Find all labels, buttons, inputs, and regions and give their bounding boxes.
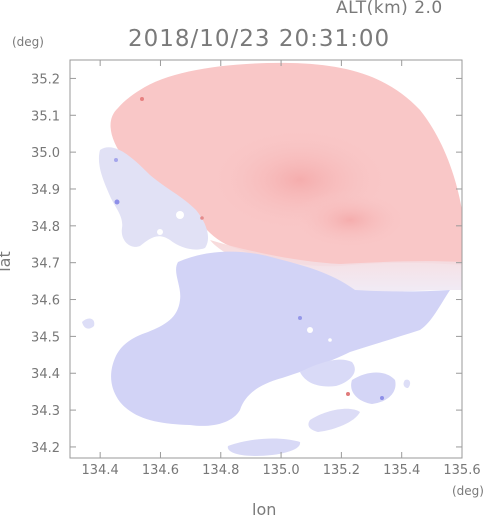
speckle [328, 338, 332, 342]
x-tick-label: 135.2 [323, 463, 360, 478]
altitude-label: ALT(km) 2.0 [336, 0, 443, 18]
y-tick-label: 34.2 [31, 441, 60, 456]
x-axis-label: lon [252, 500, 277, 519]
y-tick-label: 35.1 [31, 109, 60, 124]
y-tick-label: 35.2 [31, 72, 60, 87]
y-tick-label: 34.4 [31, 367, 60, 382]
plot-frame [69, 59, 463, 459]
transition-band [210, 240, 462, 296]
y-tick-label: 34.3 [31, 404, 60, 419]
positive-core [290, 190, 410, 250]
y-axis-unit: (deg) [12, 35, 44, 49]
speckle [298, 316, 302, 320]
speckle [114, 158, 118, 162]
timestamp-title: 2018/10/23 20:31:00 [128, 26, 391, 52]
y-tick-label: 34.7 [31, 257, 60, 272]
y-axis: 34.2 34.3 34.4 34.5 34.6 34.7 34.8 34.9 35.0 35.1… [31, 72, 462, 456]
y-tick-label: 34.9 [31, 183, 60, 198]
negative-region [82, 318, 95, 329]
negative-west [98, 147, 209, 250]
negative-region [351, 372, 396, 404]
negative-region [403, 379, 411, 388]
speckle [114, 199, 120, 205]
speckle [157, 229, 163, 235]
x-tick-label: 135.0 [262, 463, 299, 478]
x-tick-label: 134.6 [142, 463, 179, 478]
x-axis-unit: (deg) [452, 484, 484, 498]
speckle [307, 327, 313, 333]
negative-region [308, 408, 360, 432]
y-tick-label: 34.8 [31, 220, 60, 235]
negative-region [111, 251, 451, 426]
y-tick-label: 34.5 [31, 330, 60, 345]
y-tick-label: 35.0 [31, 146, 60, 161]
speckle [200, 216, 204, 220]
speckle [380, 396, 384, 400]
x-tick-label: 135.4 [383, 463, 420, 478]
x-tick-label: 135.6 [443, 463, 480, 478]
radar-field [82, 62, 462, 456]
y-tick-label: 34.6 [31, 294, 60, 309]
speckle [140, 97, 144, 101]
speckle [176, 211, 184, 219]
negative-region [227, 438, 301, 456]
negative-region [300, 359, 355, 387]
speckle [346, 392, 350, 396]
x-tick-label: 134.8 [202, 463, 239, 478]
x-axis: 134.4 134.6 134.8 135.0 135.2 135.4 135.6 [82, 60, 481, 478]
x-tick-label: 134.4 [82, 463, 119, 478]
